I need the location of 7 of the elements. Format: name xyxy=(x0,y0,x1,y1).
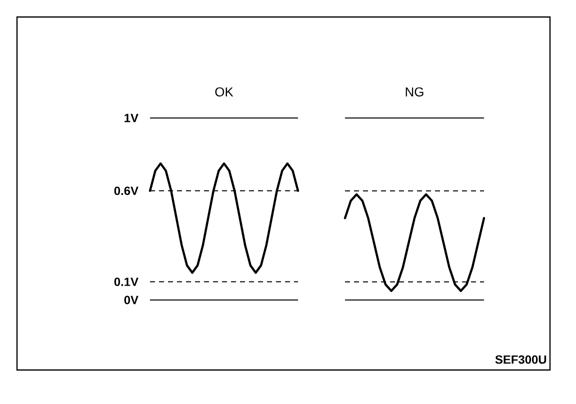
y-tick-label: 0V xyxy=(124,296,138,304)
chart-title: NG xyxy=(406,87,424,96)
y-tick-label: 0.6V xyxy=(114,186,138,196)
y-tick-label: 0.1V xyxy=(114,278,138,286)
y-tick-label: 1V xyxy=(124,114,138,122)
text: SEF300U xyxy=(495,355,546,364)
chart-title: OK xyxy=(215,87,234,96)
